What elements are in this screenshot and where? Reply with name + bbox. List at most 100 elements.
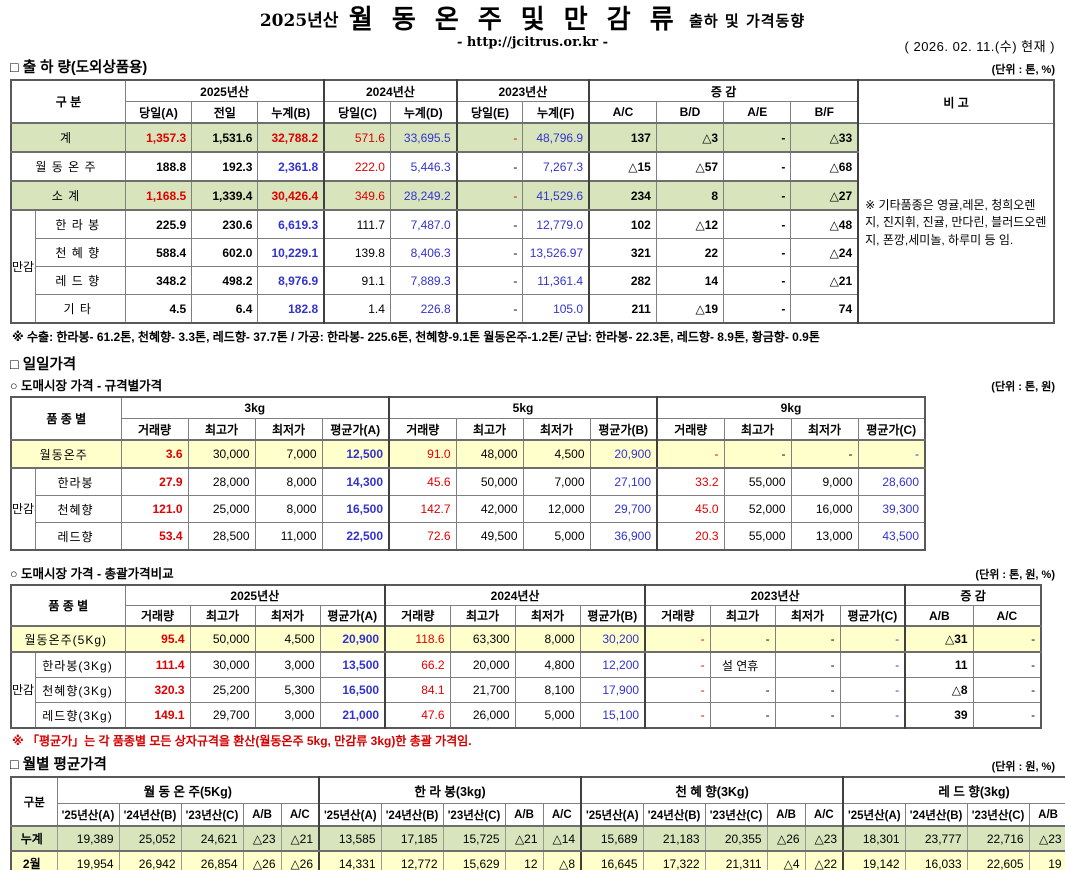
- cell: 7,487.0: [389, 209, 458, 240]
- cell: 28,249.2: [389, 180, 458, 212]
- cell: -: [455, 266, 524, 296]
- col-header: A/B: [1028, 803, 1065, 827]
- cell: 8: [655, 180, 725, 212]
- cell: 192.3: [191, 151, 259, 182]
- col-header: 월 동 온 주(5Kg): [56, 776, 320, 805]
- col-header: A/E: [723, 101, 792, 124]
- cell: 19,142: [842, 850, 906, 870]
- row-label: 소 계: [10, 180, 126, 212]
- cell: 14,331: [318, 850, 382, 870]
- cell: 42,000: [455, 495, 524, 524]
- cell: 20,355: [704, 825, 768, 853]
- title-prefix: 2025년산: [259, 11, 339, 31]
- table-subheader-row: 거래량 최고가 최저가 평균가(A) 거래량 최고가 최저가 평균가(B) 거래량 최고가 최저…: [11, 605, 1042, 627]
- cell: 18,301: [842, 825, 906, 853]
- cell: 11: [904, 651, 974, 679]
- cell: 49,500: [455, 522, 524, 551]
- cell: -: [972, 625, 1042, 654]
- col-header: 누계(B): [257, 101, 325, 124]
- cell: 91.1: [323, 266, 391, 296]
- cell: -: [455, 209, 524, 240]
- cell: 111.4: [124, 651, 191, 679]
- cell: △26: [280, 850, 320, 870]
- row-label: 누계: [10, 825, 58, 853]
- cell: 25,000: [187, 495, 256, 524]
- cell: 15,100: [579, 702, 646, 729]
- col-header: 최저가: [254, 418, 323, 441]
- cell: 14: [655, 266, 725, 296]
- table-row: 천 혜 향 588.4 602.0 10,229.1 139.8 8,406.3 -1…: [11, 238, 1054, 268]
- cell: -: [644, 651, 711, 679]
- col-header: 최저가: [522, 418, 591, 441]
- row-label: 한라봉(3Kg): [34, 651, 126, 679]
- cell: 1,357.3: [124, 122, 193, 154]
- cell: 230.6: [191, 209, 259, 240]
- col-header: '24년산(B): [904, 803, 968, 827]
- cell: △24: [790, 238, 859, 268]
- cell: 121.0: [120, 495, 189, 524]
- cell: 1,339.4: [191, 180, 259, 212]
- col-header: A/C: [588, 101, 657, 124]
- cell: 84.1: [384, 677, 451, 704]
- cell: -: [972, 651, 1042, 679]
- col-header: 평균가(C): [857, 418, 926, 441]
- col-header: 3kg: [120, 396, 390, 420]
- cell: -: [972, 677, 1042, 704]
- cell: 45.6: [388, 467, 457, 497]
- table-row: 누계 19,389 25,052 24,621 △23 △21 13,585 17,185…: [10, 825, 1065, 853]
- col-header: 거래량: [388, 418, 457, 441]
- col-header: 평균가(A): [321, 418, 390, 441]
- col-header: A/B: [504, 803, 544, 827]
- table-row: 레드향 53.4 28,500 11,000 22,500 72.6 49,500 5,0…: [11, 522, 926, 551]
- cell: -: [455, 180, 524, 212]
- cell: -: [644, 677, 711, 704]
- cell: -: [644, 625, 711, 654]
- shipment-table: 구 분 2025년산 2024년산 2023년산 증 감 비 고 당일(A) 전…: [10, 79, 1055, 325]
- cell: -: [709, 677, 776, 704]
- cell: 30,200: [579, 625, 646, 654]
- cell: △4: [766, 850, 806, 870]
- remark-cell: ※ 기타품종은 영귤,레몬, 청희오렌지, 진지휘, 진귤, 만다린, 블러드오…: [857, 122, 1055, 324]
- cell: 33,695.5: [389, 122, 458, 154]
- cell: 102: [588, 209, 657, 240]
- cell: 20,000: [449, 651, 516, 679]
- col-header: 최고가: [189, 605, 256, 627]
- col-header: '24년산(B): [118, 803, 182, 827]
- cell: 26,000: [449, 702, 516, 729]
- col-header: '23년산(C): [442, 803, 506, 827]
- cell: 13,000: [790, 522, 859, 551]
- col-header: '25년산(A): [580, 803, 644, 827]
- cell: 4,500: [522, 439, 591, 470]
- cell: -: [723, 238, 792, 268]
- unit-label: (단위 : 톤, 원): [991, 381, 1055, 394]
- col-header: A/C: [280, 803, 320, 827]
- cell: 29,700: [589, 495, 658, 524]
- cell: -: [644, 702, 711, 729]
- row-label: 천혜향(3Kg): [34, 677, 126, 704]
- cell: 1,168.5: [124, 180, 193, 212]
- cell: △15: [588, 151, 657, 182]
- cell: 6,619.3: [257, 209, 325, 240]
- cell: -: [774, 625, 841, 654]
- col-header: 거래량: [384, 605, 451, 627]
- cell: △21: [280, 825, 320, 853]
- col-header: A/C: [972, 605, 1042, 627]
- row-label: 2월: [10, 850, 58, 870]
- cell: 16,033: [904, 850, 968, 870]
- cell: 24,621: [180, 825, 244, 853]
- cell: 26,942: [118, 850, 182, 870]
- cell: -: [709, 625, 776, 654]
- cell: 22,716: [966, 825, 1030, 853]
- cell: △68: [790, 151, 859, 182]
- col-header: 최고가: [455, 418, 524, 441]
- col-header: 2023년산: [455, 79, 590, 103]
- cell: 20.3: [656, 522, 725, 551]
- cell: 74: [790, 294, 859, 324]
- cell: 8,000: [514, 625, 581, 654]
- section-title: □ 일일가격: [10, 357, 77, 374]
- cell: 48,000: [455, 439, 524, 470]
- cell: 602.0: [191, 238, 259, 268]
